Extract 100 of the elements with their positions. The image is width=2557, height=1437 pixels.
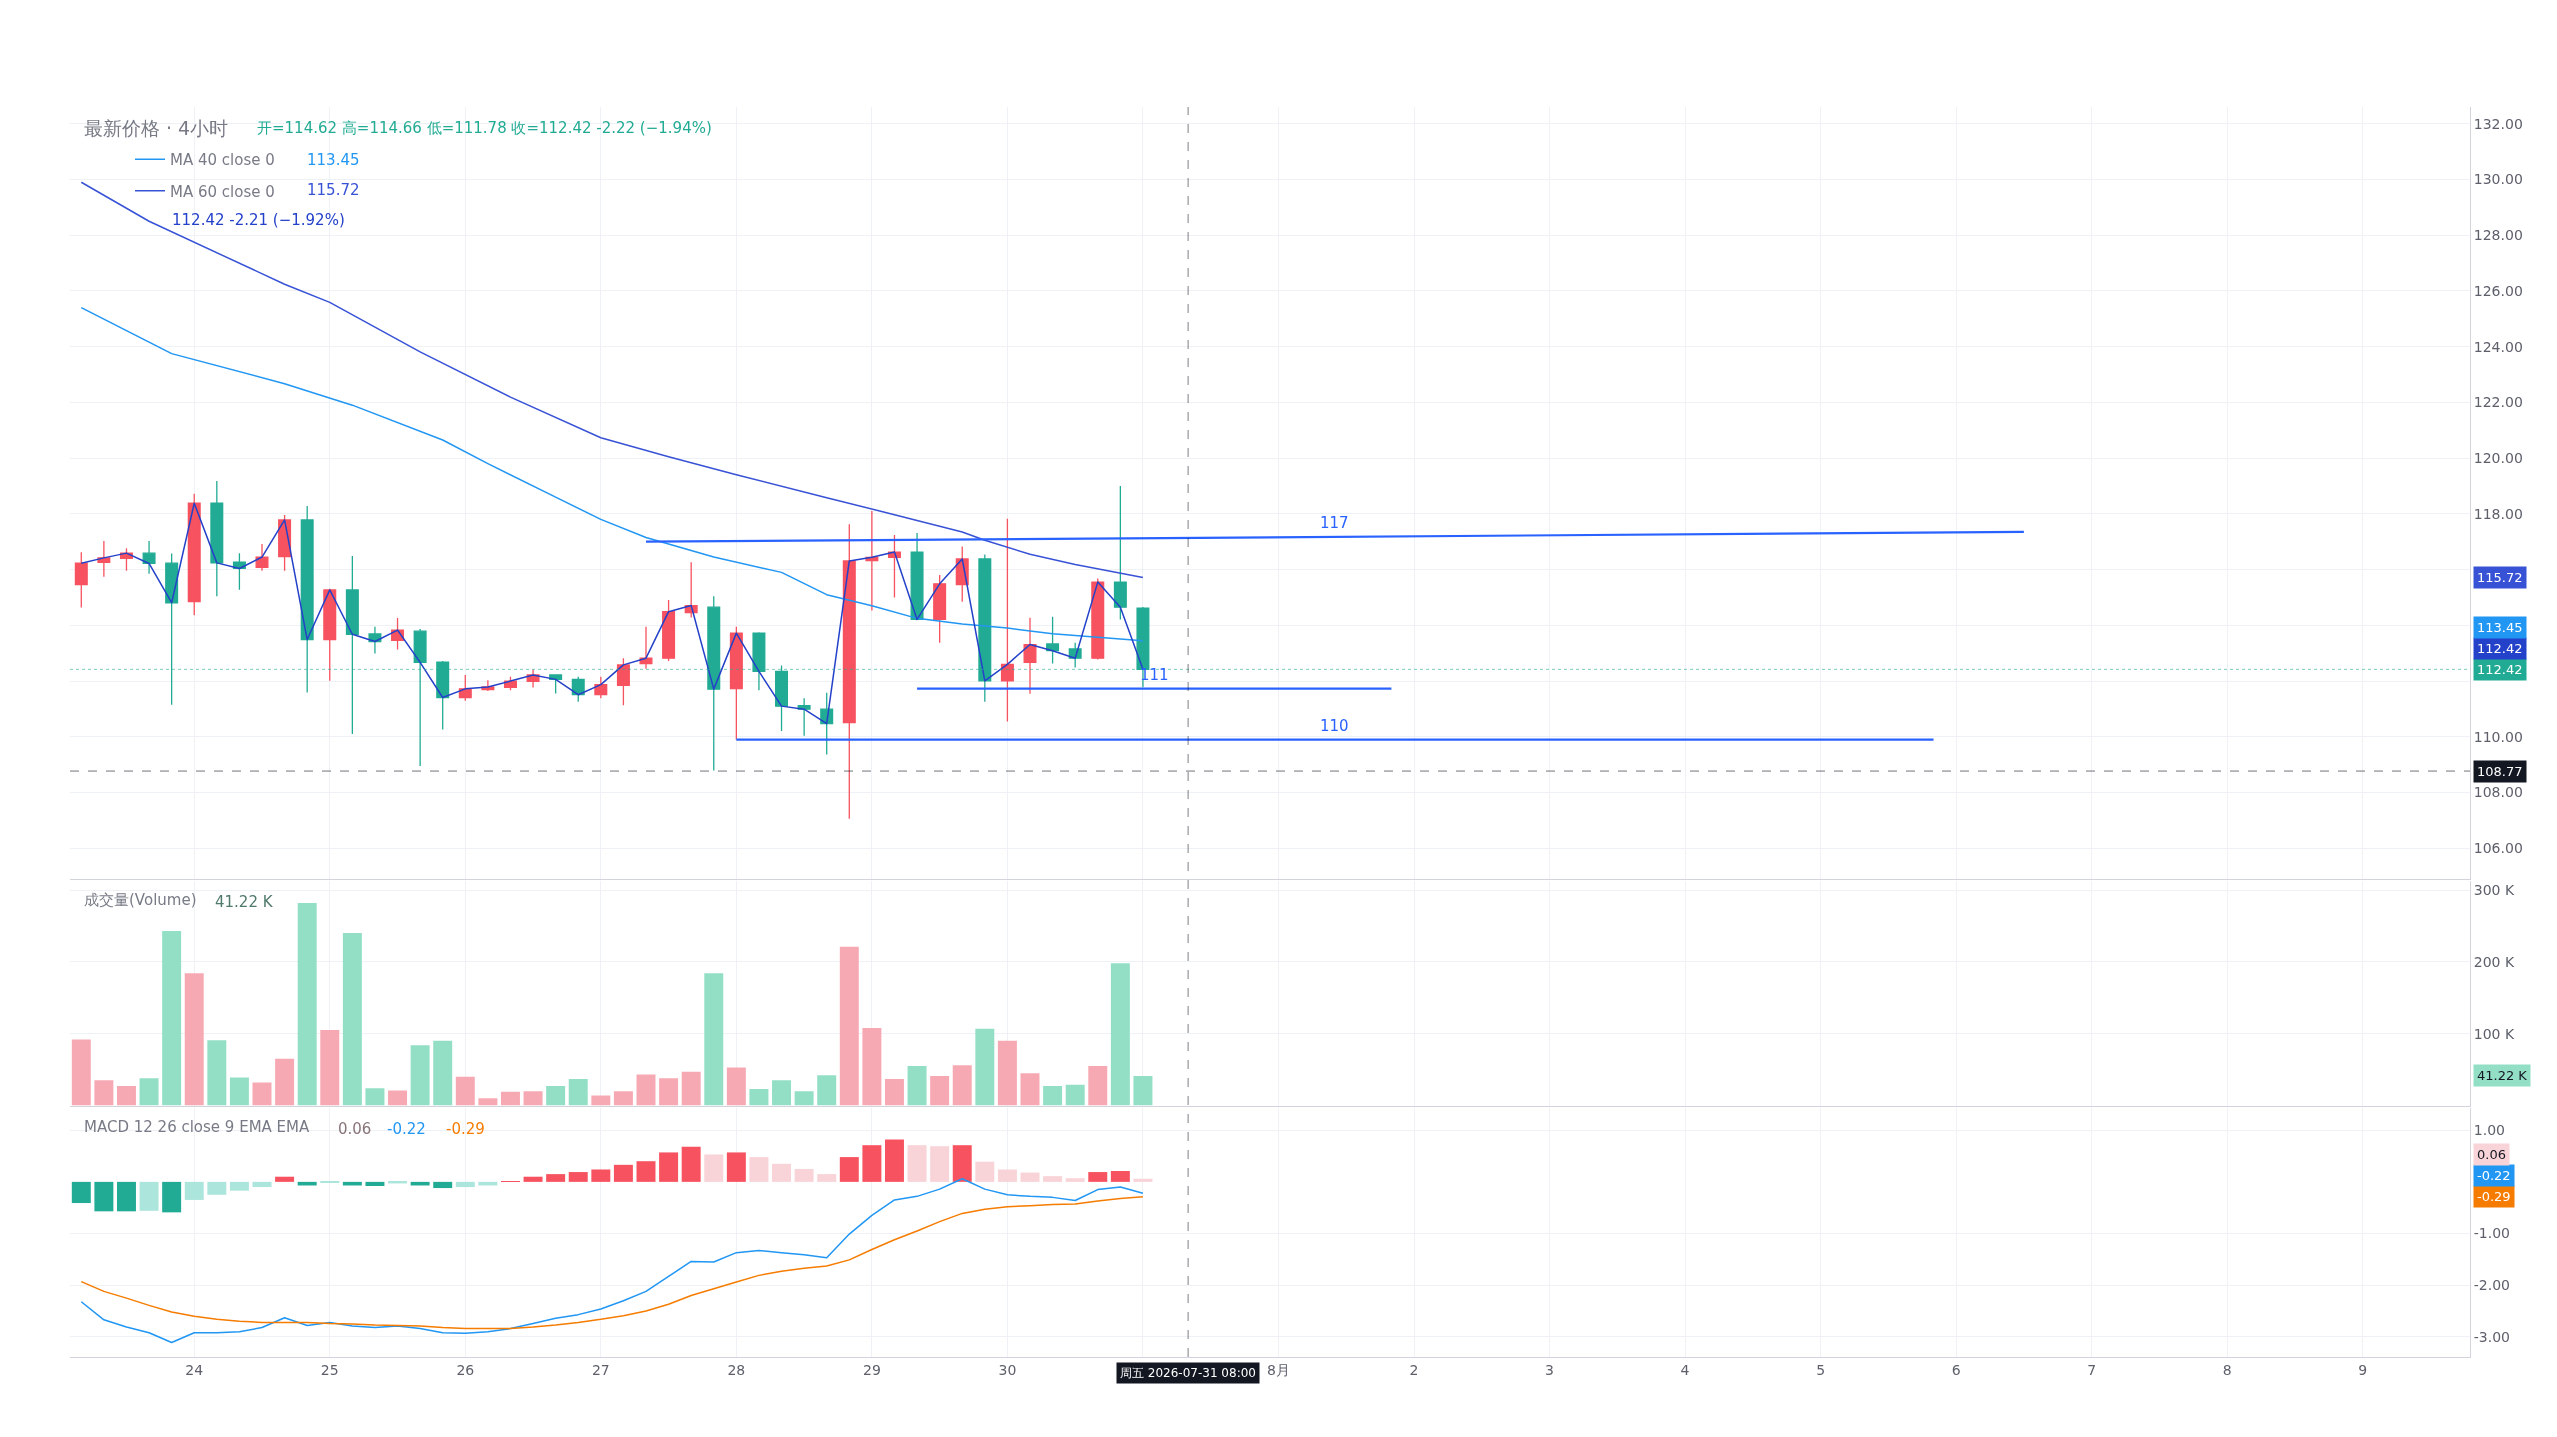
bar	[794, 1168, 814, 1182]
bar	[207, 1181, 227, 1195]
bar	[1110, 963, 1130, 1106]
annotation: 115.72	[307, 181, 360, 199]
bar	[613, 1091, 633, 1106]
text: 113.45	[2477, 620, 2523, 635]
y-tick-label: 124.00	[2473, 338, 2523, 355]
bar	[907, 1066, 927, 1106]
bar	[229, 1181, 249, 1191]
bar	[162, 930, 182, 1106]
bar	[1020, 1172, 1040, 1182]
bar	[681, 1146, 701, 1182]
bar	[591, 1169, 611, 1182]
bar	[365, 1088, 385, 1106]
y-tick-label: 110.00	[2473, 728, 2523, 745]
candlestick	[707, 595, 721, 772]
bar	[817, 1075, 837, 1106]
bar	[500, 1091, 520, 1106]
line-series	[80, 306, 1144, 642]
bar	[907, 1145, 927, 1182]
candlestick	[1113, 485, 1127, 621]
candlestick	[910, 532, 924, 621]
text: 成交量(Volume)	[84, 891, 197, 909]
y-tick-label: -1.00	[2473, 1225, 2511, 1242]
series-label: 117	[1320, 514, 1349, 532]
bar	[433, 1040, 453, 1106]
text: -0.22	[2477, 1168, 2511, 1183]
candlestick	[323, 588, 337, 682]
bar	[930, 1076, 950, 1106]
bar	[704, 973, 724, 1106]
candlestick	[142, 540, 156, 575]
candlestick	[933, 574, 947, 644]
y-tick-label: 100 K	[2473, 1025, 2515, 1042]
text: 112.42	[2477, 641, 2523, 656]
bar	[839, 946, 859, 1106]
line-series	[80, 1196, 1144, 1330]
line-series	[80, 181, 1144, 579]
bar	[1133, 1075, 1153, 1106]
y-tick-label: -3.00	[2473, 1328, 2511, 1345]
bar	[1088, 1172, 1108, 1182]
candlestick	[300, 505, 314, 694]
bar	[1020, 1073, 1040, 1106]
candlestick	[1000, 518, 1014, 723]
candlestick	[616, 657, 630, 706]
candlestick	[210, 480, 224, 597]
annotation: 41.22 K	[215, 893, 274, 911]
bar	[975, 1028, 995, 1106]
bar	[659, 1152, 679, 1182]
bar	[772, 1080, 792, 1106]
text: MACD 12 26 close 9 EMA EMA	[84, 1118, 311, 1136]
candlestick	[1023, 617, 1037, 695]
x-tick-label: 27	[591, 1361, 610, 1378]
bar	[772, 1163, 792, 1182]
bar	[952, 1065, 972, 1106]
line-series	[80, 1178, 1144, 1344]
annotation: 开=114.62 高=114.66 低=111.78 收=112.42 -2.22 (−1.94%)	[257, 119, 712, 137]
bar	[139, 1181, 159, 1211]
y-tick-label: 128.00	[2473, 227, 2523, 244]
bar	[1065, 1178, 1085, 1182]
y-tick-label: 1.00	[2473, 1122, 2505, 1139]
bar	[862, 1145, 882, 1182]
series-label: 110	[1320, 717, 1349, 735]
candlestick	[775, 664, 789, 732]
annotation: 113.45	[307, 151, 360, 169]
bar	[207, 1040, 227, 1106]
annotation: 0.06	[338, 1120, 372, 1138]
y-tick-label: 126.00	[2473, 282, 2523, 299]
text: 0.06	[2477, 1147, 2506, 1162]
x-tick-label: 2	[1409, 1361, 1419, 1378]
y-tick-label: -2.00	[2473, 1277, 2511, 1294]
bar	[794, 1091, 814, 1106]
candlestick	[842, 523, 856, 820]
bar	[365, 1181, 385, 1187]
y-tick-label: 122.00	[2473, 394, 2523, 411]
bar	[71, 1181, 91, 1204]
bar	[275, 1058, 295, 1106]
bar	[275, 1176, 295, 1182]
annotation: 112.42 -2.21 (−1.92%)	[172, 211, 345, 229]
bar	[455, 1181, 475, 1188]
candlestick	[255, 543, 269, 572]
bar	[884, 1139, 904, 1182]
bar	[162, 1181, 182, 1213]
legend-label: MA 40 close 0	[170, 151, 275, 170]
bar	[410, 1045, 430, 1106]
bar	[71, 1039, 91, 1106]
bar	[94, 1181, 114, 1212]
bar	[116, 1086, 136, 1106]
bar	[229, 1077, 249, 1106]
y-tick-label: 132.00	[2473, 115, 2523, 132]
bar	[681, 1071, 701, 1106]
bar	[455, 1076, 475, 1106]
bar	[252, 1082, 272, 1106]
bar	[388, 1090, 408, 1106]
bar	[523, 1176, 543, 1182]
x-tick-label: 28	[727, 1361, 746, 1378]
bar	[726, 1152, 746, 1182]
bar	[568, 1078, 588, 1106]
candlestick	[165, 552, 179, 706]
bar	[726, 1067, 746, 1106]
bar	[184, 973, 204, 1106]
